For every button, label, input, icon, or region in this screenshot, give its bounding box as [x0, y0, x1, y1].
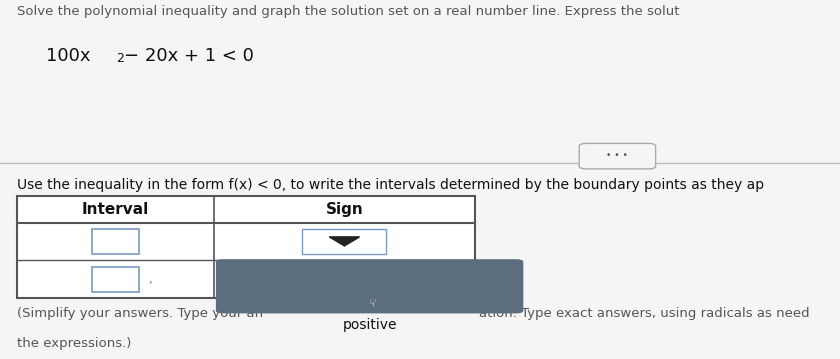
Polygon shape [329, 237, 360, 246]
Text: Solve the polynomial inequality and graph the solution set on a real number line: Solve the polynomial inequality and grap… [17, 5, 680, 18]
Text: Sign: Sign [326, 202, 363, 216]
Text: − 20x + 1 < 0: − 20x + 1 < 0 [124, 47, 255, 65]
Bar [92, 229, 139, 254]
Text: positive: positive [343, 318, 396, 332]
FancyBboxPatch shape [580, 143, 656, 169]
Bar [0, 201, 840, 359]
FancyBboxPatch shape [216, 259, 523, 313]
Text: • • •: • • • [606, 151, 628, 160]
Text: ation. Type exact answers, using radicals as need: ation. Type exact answers, using radical… [479, 307, 810, 320]
Text: ,: , [150, 272, 153, 286]
Text: Use the inequality in the form f(x) < 0, to write the intervals determined by th: Use the inequality in the form f(x) < 0,… [17, 178, 764, 192]
Text: (Simplify your answers. Type your an: (Simplify your answers. Type your an [17, 307, 263, 320]
Text: the expressions.): the expressions.) [17, 337, 131, 350]
Text: Interval: Interval [81, 202, 150, 216]
Text: 100x: 100x [46, 47, 91, 65]
Bar [92, 266, 139, 292]
Bar [0, 0, 840, 201]
Text: 2: 2 [116, 52, 123, 65]
Bar [17, 196, 475, 298]
Bar [302, 229, 386, 254]
Text: ☞: ☞ [365, 298, 375, 308]
Bar [17, 196, 475, 298]
